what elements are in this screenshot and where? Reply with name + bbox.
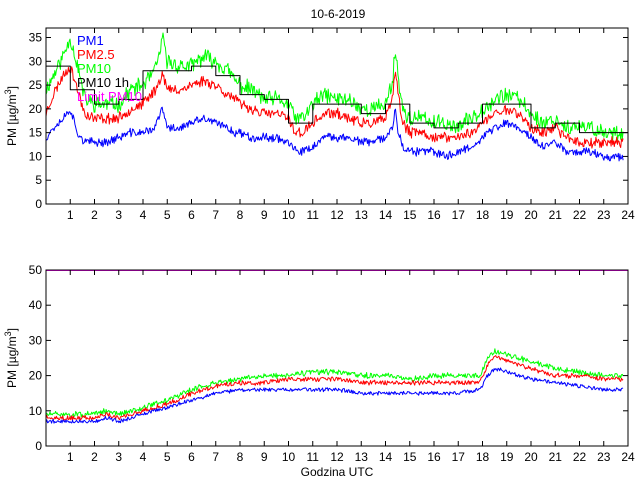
bottom-x-tick-label: 1 [67, 450, 74, 464]
bottom-y-tick-label: 30 [29, 333, 43, 347]
top-x-tick-label: 20 [524, 208, 538, 222]
top-x-tick-label: 23 [597, 208, 611, 222]
bottom-x-tick-label: 23 [597, 450, 611, 464]
bottom-x-tick-label: 16 [427, 450, 441, 464]
top-x-tick-label: 16 [427, 208, 441, 222]
top-series-pm1 [46, 106, 624, 162]
top-x-tick-label: 21 [549, 208, 563, 222]
top-series-pm10 [46, 32, 624, 141]
top-x-tick-label: 17 [452, 208, 466, 222]
bottom-x-axis-label: Godzina UTC [301, 465, 374, 479]
bottom-y-tick-label: 50 [29, 263, 43, 277]
legend-entry-pm1: PM1 [77, 33, 104, 48]
top-x-tick-label: 13 [355, 208, 369, 222]
bottom-x-tick-label: 12 [330, 450, 344, 464]
bottom-x-tick-label: 2 [91, 450, 98, 464]
bottom-y-axis-label: PM [µg/m3] [3, 328, 19, 388]
top-x-tick-label: 24 [621, 208, 635, 222]
top-y-tick-label: 10 [29, 149, 43, 163]
bottom-x-tick-label: 21 [549, 450, 563, 464]
legend-entry-pm10: PM10 [77, 61, 111, 76]
bottom-y-tick-label: 10 [29, 404, 43, 418]
bottom-panel: 1 2 3 4 5 6 7 8 9 10 11 12 13 14 15 16 17 18 19 20 21 22 23 240… [3, 263, 635, 479]
bottom-x-tick-label: 3 [115, 450, 122, 464]
bottom-x-tick-label: 11 [307, 450, 320, 464]
top-x-tick-label: 10 [282, 208, 296, 222]
top-y-tick-label: 0 [35, 197, 42, 211]
legend-entry-pm2-5: PM2.5 [77, 47, 115, 62]
top-x-tick-label: 1 [67, 208, 74, 222]
top-x-tick-label: 4 [140, 208, 147, 222]
bottom-x-tick-label: 14 [379, 450, 393, 464]
top-series-group [46, 32, 628, 162]
bottom-y-tick-label: 40 [29, 298, 43, 312]
top-series-pm10-1h [46, 65, 628, 134]
top-x-tick-label: 6 [188, 208, 195, 222]
top-x-tick-label: 5 [164, 208, 171, 222]
chart-title: 10-6-2019 [311, 7, 366, 21]
bottom-y-tick-label: 20 [29, 369, 43, 383]
bottom-x-tick-label: 7 [212, 450, 219, 464]
bottom-x-tick-label: 24 [621, 450, 635, 464]
top-y-tick-label: 5 [35, 173, 42, 187]
bottom-x-tick-label: 19 [500, 450, 514, 464]
top-y-tick-label: 30 [29, 54, 43, 68]
top-x-tick-label: 19 [500, 208, 514, 222]
top-y-tick-label: 20 [29, 102, 43, 116]
top-panel: 1 2 3 4 5 6 7 8 9 10 11 12 13 14 15 16 17 18 19 20 21 22 23 240… [3, 27, 635, 222]
top-x-tick-label: 11 [307, 208, 320, 222]
top-x-tick-label: 12 [330, 208, 344, 222]
bottom-x-tick-label: 5 [164, 450, 171, 464]
top-x-tick-label: 2 [91, 208, 98, 222]
bottom-x-tick-label: 4 [140, 450, 147, 464]
top-x-tick-label: 18 [476, 208, 490, 222]
bottom-series-group [46, 270, 628, 424]
top-x-tick-label: 3 [115, 208, 122, 222]
legend-entry-limit-pm10: Limit PM10 [77, 89, 142, 104]
bottom-series-pm1 [46, 367, 624, 424]
bottom-x-tick-label: 18 [476, 450, 490, 464]
bottom-x-tick-label: 20 [524, 450, 538, 464]
bottom-plot-area [46, 270, 628, 446]
bottom-series-pm10 [46, 348, 624, 418]
legend-entry-pm10-1h: PM10 1h [77, 75, 129, 90]
bottom-x-tick-label: 17 [452, 450, 466, 464]
bottom-x-tick-label: 10 [282, 450, 296, 464]
top-y-tick-label: 25 [29, 78, 43, 92]
top-x-tick-label: 7 [212, 208, 219, 222]
bottom-series-pm2-5 [46, 355, 624, 421]
top-x-tick-label: 8 [237, 208, 244, 222]
bottom-x-tick-label: 9 [261, 450, 268, 464]
top-y-axis-label: PM [µg/m3] [3, 86, 19, 146]
bottom-x-tick-label: 22 [573, 450, 587, 464]
top-x-tick-label: 15 [403, 208, 417, 222]
bottom-x-tick-label: 15 [403, 450, 417, 464]
bottom-x-tick-label: 6 [188, 450, 195, 464]
top-x-tick-label: 14 [379, 208, 393, 222]
bottom-x-tick-label: 8 [237, 450, 244, 464]
top-y-tick-label: 15 [29, 126, 43, 140]
bottom-y-tick-label: 0 [35, 439, 42, 453]
top-y-tick-label: 35 [29, 31, 43, 45]
bottom-x-tick-label: 13 [355, 450, 369, 464]
top-plot-area [46, 28, 628, 204]
top-x-tick-label: 22 [573, 208, 587, 222]
top-x-tick-label: 9 [261, 208, 268, 222]
